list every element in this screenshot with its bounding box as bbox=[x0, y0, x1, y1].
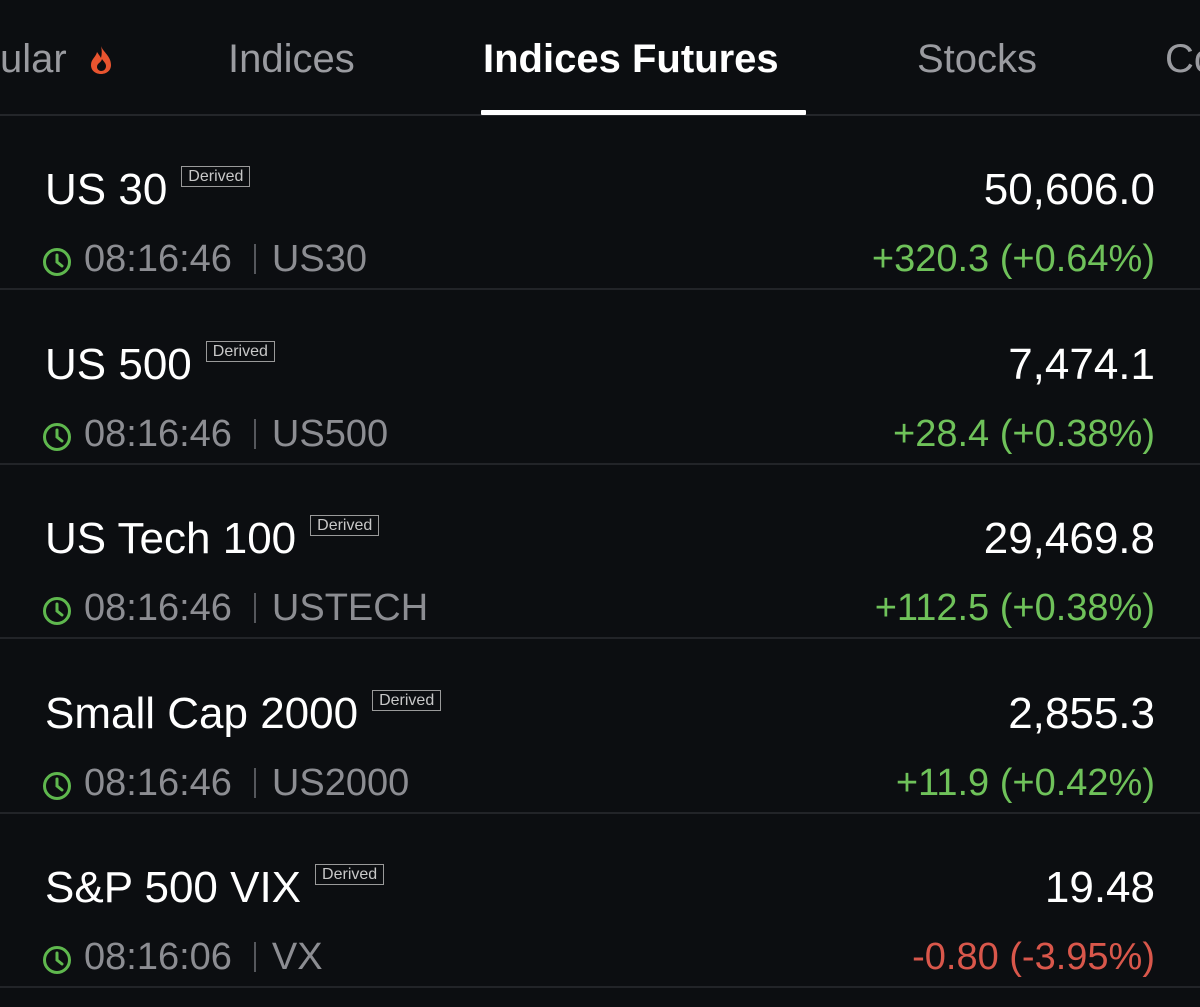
instrument-name: Small Cap 2000 bbox=[45, 688, 359, 738]
name-group: US 500 Derived bbox=[45, 339, 275, 389]
fire-icon bbox=[91, 46, 111, 74]
clock-icon bbox=[42, 768, 72, 800]
change: +11.9 (+0.42%) bbox=[895, 761, 1155, 804]
instrument-name: US Tech 100 bbox=[45, 514, 297, 563]
derived-badge: Derived bbox=[205, 340, 275, 362]
separator bbox=[253, 593, 256, 623]
price: 7,474.1 bbox=[1008, 339, 1155, 389]
name-group: S&P 500 VIX Derived bbox=[45, 863, 385, 912]
meta-line: 08:16:46 USTECH bbox=[42, 587, 428, 629]
meta-line: 08:16:46 US500 bbox=[42, 413, 388, 455]
instrument-name: US 30 bbox=[45, 165, 168, 214]
tab[interactable]: Indices bbox=[228, 37, 355, 81]
time: 08:16:06 bbox=[84, 936, 232, 978]
change: +320.3 (+0.64%) bbox=[871, 238, 1155, 280]
change: -0.80 (-3.95%) bbox=[912, 936, 1155, 978]
instrument-row[interactable]: US 30 Derived 50,606.0 08:16:46 US30 +320.3 (… bbox=[0, 116, 1200, 290]
instrument-name: US 500 bbox=[45, 339, 192, 389]
time: 08:16:46 bbox=[84, 761, 232, 804]
price: 2,855.3 bbox=[1008, 688, 1155, 738]
price: 50,606.0 bbox=[983, 165, 1155, 214]
price: 29,469.8 bbox=[983, 514, 1155, 563]
tab[interactable]: Stocks bbox=[917, 37, 1038, 81]
meta-line: 08:16:46 US2000 bbox=[42, 762, 409, 804]
selected-tab-indicator bbox=[481, 110, 806, 115]
instrument-name: S&P 500 VIX bbox=[45, 863, 302, 912]
clock-icon bbox=[42, 419, 72, 451]
time: 08:16:46 bbox=[84, 238, 232, 280]
meta-line: 08:16:46 US30 bbox=[42, 238, 367, 280]
name-group: Small Cap 2000 Derived bbox=[45, 688, 442, 738]
instrument-row[interactable]: US 500 Derived 7,474.1 08:16:46 US500 +28.4 (… bbox=[0, 291, 1200, 465]
time: 08:16:46 bbox=[84, 587, 232, 629]
separator bbox=[253, 767, 256, 798]
tab[interactable]: ular bbox=[0, 37, 67, 81]
clock-icon bbox=[42, 942, 72, 974]
clock-icon bbox=[42, 593, 72, 625]
tab-bar-border bbox=[0, 114, 1200, 116]
tab[interactable]: Indices Futures bbox=[483, 37, 779, 81]
instrument-row[interactable]: Small Cap 2000 Derived 2,855.3 08:16:46 US20… bbox=[0, 640, 1200, 814]
derived-badge: Derived bbox=[181, 166, 251, 187]
price: 19.48 bbox=[1044, 863, 1155, 912]
separator bbox=[253, 418, 256, 449]
separator bbox=[253, 942, 256, 972]
derived-badge: Derived bbox=[310, 515, 380, 536]
change: +28.4 (+0.38%) bbox=[893, 412, 1155, 455]
symbol: US30 bbox=[271, 238, 367, 280]
name-group: US 30 Derived bbox=[45, 165, 251, 214]
derived-badge: Derived bbox=[315, 864, 385, 885]
change: +112.5 (+0.38%) bbox=[874, 587, 1155, 629]
instrument-row[interactable]: S&P 500 VIX Derived 19.48 08:16:06 VX -0.80 (… bbox=[0, 814, 1200, 988]
symbol: USTECH bbox=[271, 587, 429, 629]
symbol: VX bbox=[271, 936, 323, 978]
instrument-row[interactable]: US Tech 100 Derived 29,469.8 08:16:46 USTECH… bbox=[0, 465, 1200, 639]
time: 08:16:46 bbox=[84, 412, 232, 455]
symbol: US500 bbox=[271, 412, 389, 455]
meta-line: 08:16:06 VX bbox=[42, 936, 323, 978]
symbol: US2000 bbox=[271, 761, 410, 804]
name-group: US Tech 100 Derived bbox=[45, 514, 380, 563]
separator bbox=[253, 244, 256, 274]
clock-icon bbox=[42, 244, 72, 276]
derived-badge: Derived bbox=[372, 689, 442, 711]
tab[interactable]: Co bbox=[1165, 37, 1200, 81]
